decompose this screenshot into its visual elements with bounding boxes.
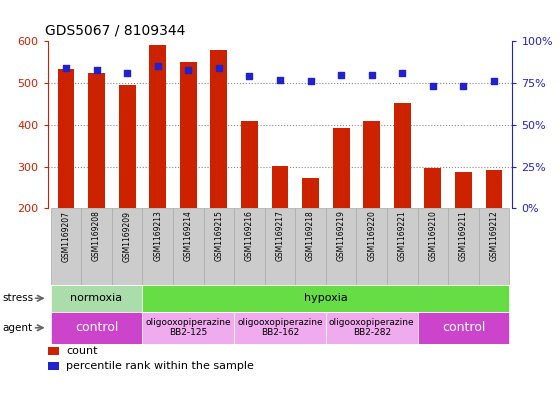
Point	[184, 66, 193, 73]
Text: GSM1169213: GSM1169213	[153, 211, 162, 261]
Text: GDS5067 / 8109344: GDS5067 / 8109344	[45, 23, 185, 37]
Text: control: control	[75, 321, 118, 334]
Text: stress: stress	[3, 293, 34, 303]
Bar	[50, 208, 81, 285]
Text: normoxia: normoxia	[71, 293, 123, 303]
Bar	[119, 85, 136, 208]
Bar	[50, 312, 142, 344]
Text: GSM1169217: GSM1169217	[276, 211, 284, 261]
Bar	[479, 208, 510, 285]
Text: GSM1169221: GSM1169221	[398, 211, 407, 261]
Text: GSM1169215: GSM1169215	[214, 211, 223, 261]
Text: oligooxopiperazine
BB2-125: oligooxopiperazine BB2-125	[146, 318, 231, 338]
Bar	[387, 208, 418, 285]
Point	[214, 65, 223, 71]
Bar	[363, 121, 380, 208]
Point	[276, 77, 284, 83]
Bar	[234, 208, 265, 285]
Bar	[326, 208, 357, 285]
Bar	[150, 44, 166, 208]
Bar	[58, 69, 74, 208]
Text: GSM1169209: GSM1169209	[123, 211, 132, 262]
Bar	[333, 128, 349, 208]
Bar	[50, 285, 142, 312]
Point	[489, 78, 498, 84]
Text: oligooxopiperazine
BB2-282: oligooxopiperazine BB2-282	[329, 318, 414, 338]
Bar	[357, 208, 387, 285]
Text: control: control	[442, 321, 485, 334]
Bar	[180, 62, 197, 208]
Bar	[448, 208, 479, 285]
Bar	[272, 166, 288, 208]
Text: GSM1169211: GSM1169211	[459, 211, 468, 261]
Bar	[142, 312, 234, 344]
Text: GSM1169210: GSM1169210	[428, 211, 437, 261]
Text: hypoxia: hypoxia	[304, 293, 348, 303]
Bar	[142, 208, 173, 285]
Text: GSM1169214: GSM1169214	[184, 211, 193, 261]
Bar	[142, 285, 510, 312]
Bar	[295, 208, 326, 285]
Text: count: count	[66, 346, 97, 356]
Bar	[48, 362, 59, 370]
Point	[367, 72, 376, 78]
Text: GSM1169208: GSM1169208	[92, 211, 101, 261]
Bar	[241, 121, 258, 208]
Bar	[394, 103, 410, 208]
Text: GSM1169216: GSM1169216	[245, 211, 254, 261]
Text: GSM1169207: GSM1169207	[62, 211, 71, 262]
Point	[153, 63, 162, 70]
Bar	[112, 208, 142, 285]
Bar	[173, 208, 203, 285]
Point	[428, 83, 437, 90]
Bar	[48, 347, 59, 355]
Text: oligooxopiperazine
BB2-162: oligooxopiperazine BB2-162	[237, 318, 323, 338]
Point	[92, 66, 101, 73]
Point	[398, 70, 407, 76]
Point	[62, 65, 71, 71]
Point	[459, 83, 468, 90]
Bar	[455, 172, 472, 208]
Bar	[486, 170, 502, 208]
Point	[337, 72, 346, 78]
Bar	[81, 208, 112, 285]
Bar	[418, 208, 448, 285]
Point	[306, 78, 315, 84]
Text: percentile rank within the sample: percentile rank within the sample	[66, 361, 254, 371]
Bar	[424, 168, 441, 208]
Bar	[265, 208, 295, 285]
Point	[245, 73, 254, 79]
Bar	[234, 312, 326, 344]
Bar	[88, 73, 105, 208]
Text: agent: agent	[3, 323, 33, 333]
Bar	[302, 178, 319, 208]
Bar	[326, 312, 418, 344]
Bar	[418, 312, 510, 344]
Bar	[203, 208, 234, 285]
Bar	[211, 50, 227, 208]
Point	[123, 70, 132, 76]
Text: GSM1169219: GSM1169219	[337, 211, 346, 261]
Text: GSM1169220: GSM1169220	[367, 211, 376, 261]
Text: GSM1169218: GSM1169218	[306, 211, 315, 261]
Text: GSM1169212: GSM1169212	[489, 211, 498, 261]
